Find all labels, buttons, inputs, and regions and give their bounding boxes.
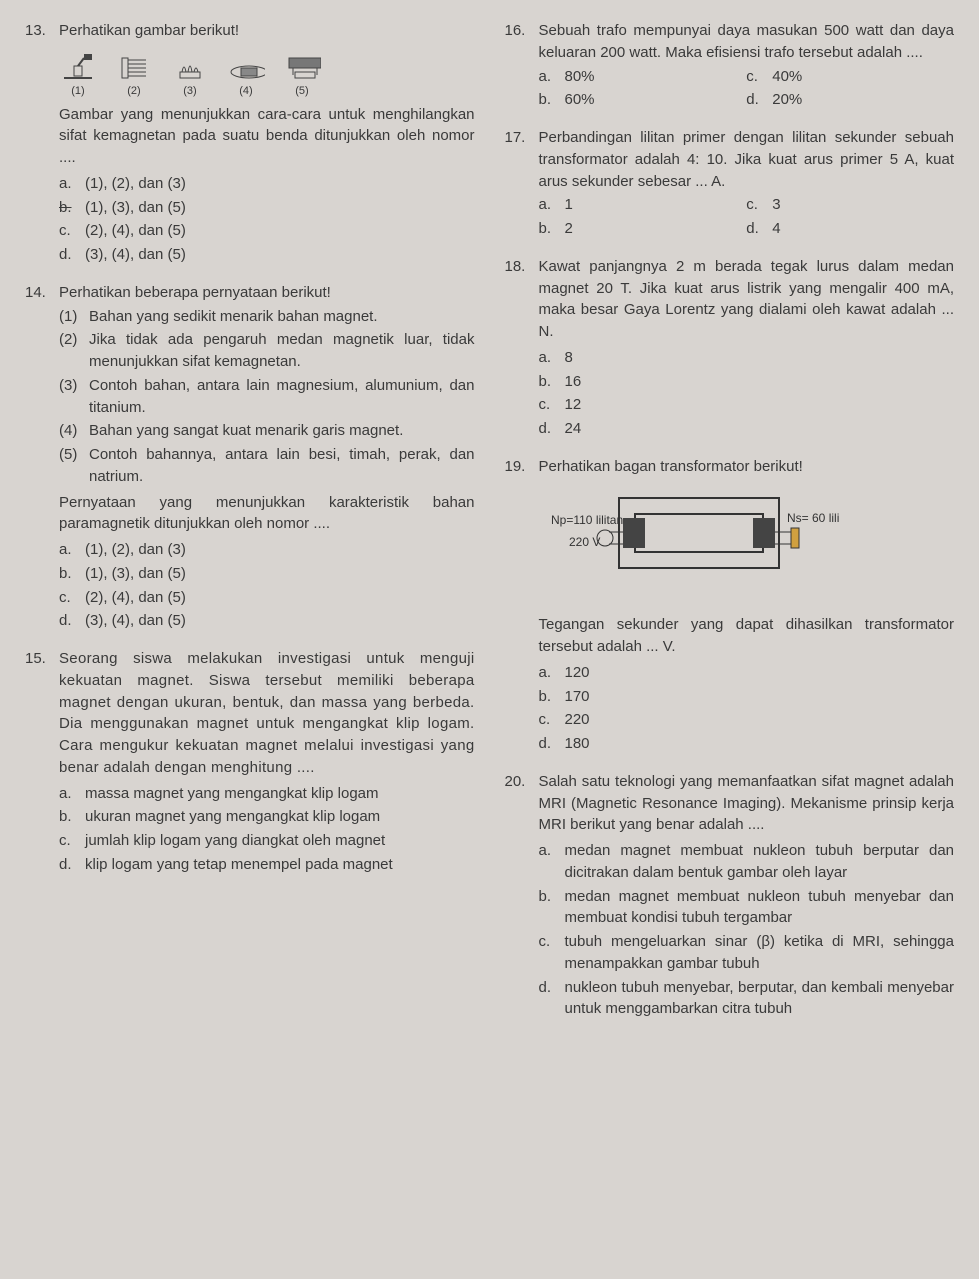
qnum: 14. bbox=[25, 282, 59, 634]
sub-2: Jika tidak ada pengaruh medan magnetik l… bbox=[89, 329, 475, 373]
question-14: 14. Perhatikan beberapa pernyataan berik… bbox=[25, 282, 475, 634]
opt-c: 220 bbox=[565, 709, 590, 731]
opt-d: klip logam yang tetap menempel pada magn… bbox=[85, 854, 393, 876]
opt-c: (2), (4), dan (5) bbox=[85, 220, 186, 242]
opt-a: massa magnet yang mengangkat klip logam bbox=[85, 783, 379, 805]
question-19: 19. Perhatikan bagan transformator berik… bbox=[505, 456, 955, 757]
opt-c: (2), (4), dan (5) bbox=[85, 587, 186, 609]
qnum: 16. bbox=[505, 20, 539, 113]
coil-icon bbox=[115, 50, 153, 84]
stem: Perhatikan gambar berikut! bbox=[59, 20, 475, 42]
fig-1: (1) bbox=[59, 50, 97, 100]
stem: Kawat panjangnya 2 m berada tegak lurus … bbox=[539, 256, 955, 343]
opt-d: 20% bbox=[772, 89, 802, 111]
opt-d: 24 bbox=[565, 418, 582, 440]
stem: Perhatikan bagan transformator berikut! bbox=[539, 456, 955, 478]
sub-5: Contoh bahannya, antara lain besi, timah… bbox=[89, 444, 475, 488]
sub-3: Contoh bahan, antara lain magnesium, alu… bbox=[89, 375, 475, 419]
fire-icon bbox=[171, 50, 209, 84]
qnum: 13. bbox=[25, 20, 59, 268]
stem: Salah satu teknologi yang memanfaatkan s… bbox=[539, 771, 955, 836]
opt-b: 16 bbox=[565, 371, 582, 393]
np-label: Np=110 lilitan bbox=[551, 513, 623, 527]
ns-label: Ns= 60 lilitan bbox=[787, 511, 839, 525]
opt-b: (1), (3), dan (5) bbox=[85, 197, 186, 219]
opt-d: (3), (4), dan (5) bbox=[85, 244, 186, 266]
opt-a: 80% bbox=[565, 66, 595, 88]
opt-b: medan magnet membuat nukleon tubuh menye… bbox=[565, 886, 955, 930]
question-17: 17. Perbandingan lilitan primer dengan l… bbox=[505, 127, 955, 242]
body: Tegangan sekunder yang dapat dihasilkan … bbox=[539, 614, 955, 658]
stem: Perbandingan lilitan primer dengan lilit… bbox=[539, 127, 955, 192]
magnet-hammer-icon bbox=[59, 50, 97, 84]
fig-5: (5) bbox=[283, 50, 321, 100]
opt-d: 4 bbox=[772, 218, 780, 240]
stem: Perhatikan beberapa pernyataan berikut! bbox=[59, 282, 475, 304]
opt-c: 3 bbox=[772, 194, 780, 216]
qnum: 20. bbox=[505, 771, 539, 1022]
question-15: 15. Seorang siswa melakukan investigasi … bbox=[25, 648, 475, 878]
opt-a: 8 bbox=[565, 347, 573, 369]
opt-c: 40% bbox=[772, 66, 802, 88]
qnum: 17. bbox=[505, 127, 539, 242]
opt-b: 2 bbox=[565, 218, 573, 240]
opt-a: 120 bbox=[565, 662, 590, 684]
opt-b: 170 bbox=[565, 686, 590, 708]
question-16: 16. Sebuah trafo mempunyai daya masukan … bbox=[505, 20, 955, 113]
opt-b: 60% bbox=[565, 89, 595, 111]
sub-1: Bahan yang sedikit menarik bahan magnet. bbox=[89, 306, 378, 328]
opt-d: 180 bbox=[565, 733, 590, 755]
opt-a: (1), (2), dan (3) bbox=[85, 173, 186, 195]
opt-c: tubuh mengeluarkan sinar (β) ketika di M… bbox=[565, 931, 955, 975]
circuit-icon bbox=[283, 50, 321, 84]
opt-b: (1), (3), dan (5) bbox=[85, 563, 186, 585]
opt-a: (1), (2), dan (3) bbox=[85, 539, 186, 561]
fig-4: (4) bbox=[227, 50, 265, 100]
fig-3: (3) bbox=[171, 50, 209, 100]
fig-2: (2) bbox=[115, 50, 153, 100]
opt-c: jumlah klip logam yang diangkat oleh mag… bbox=[85, 830, 385, 852]
question-20: 20. Salah satu teknologi yang memanfaatk… bbox=[505, 771, 955, 1022]
qnum: 19. bbox=[505, 456, 539, 757]
opt-a: medan magnet membuat nukleon tubuh berpu… bbox=[565, 840, 955, 884]
question-18: 18. Kawat panjangnya 2 m berada tegak lu… bbox=[505, 256, 955, 442]
opt-b: ukuran magnet yang mengangkat klip logam bbox=[85, 806, 380, 828]
qnum: 15. bbox=[25, 648, 59, 878]
transformer-diagram: Np=110 lilitan 220 V Ns= 60 lilitan bbox=[539, 488, 955, 605]
rub-icon bbox=[227, 50, 265, 84]
qnum: 18. bbox=[505, 256, 539, 442]
body: Gambar yang menunjukkan cara-cara untuk … bbox=[59, 104, 475, 169]
body: Pernyataan yang menunjukkan karakteristi… bbox=[59, 492, 475, 536]
opt-c: 12 bbox=[565, 394, 582, 416]
opt-d: nukleon tubuh menyebar, berputar, dan ke… bbox=[565, 977, 955, 1021]
opt-a: 1 bbox=[565, 194, 573, 216]
vin-label: 220 V bbox=[569, 535, 600, 549]
stem: Seorang siswa melakukan investigasi untu… bbox=[59, 648, 475, 779]
sub-4: Bahan yang sangat kuat menarik garis mag… bbox=[89, 420, 403, 442]
question-13: 13. Perhatikan gambar berikut! (1) (2 bbox=[25, 20, 475, 268]
opt-d: (3), (4), dan (5) bbox=[85, 610, 186, 632]
stem: Sebuah trafo mempunyai daya masukan 500 … bbox=[539, 20, 955, 64]
figure-row: (1) (2) (3) bbox=[59, 50, 475, 100]
